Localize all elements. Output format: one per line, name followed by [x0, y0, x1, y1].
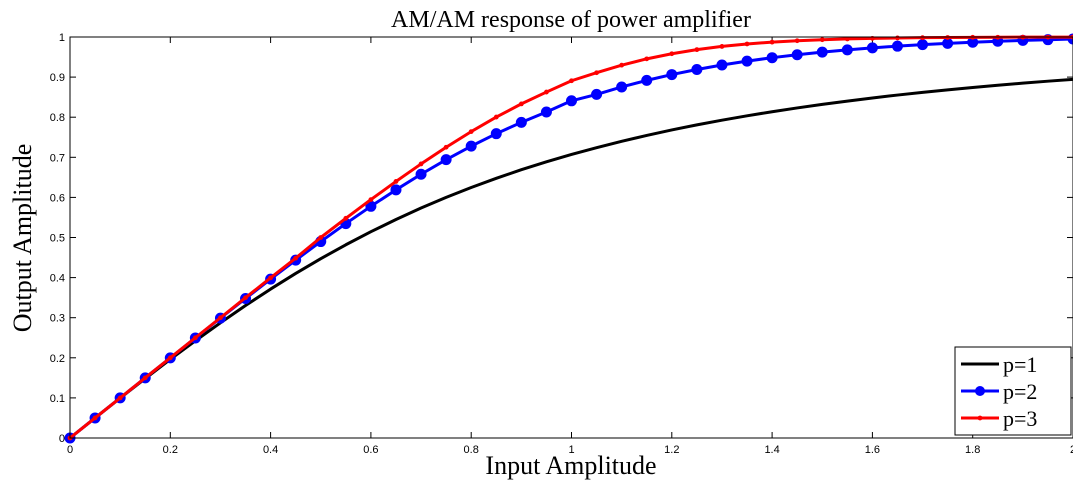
- series-p=1: [69, 77, 1073, 440]
- x-tick-label: 0: [67, 444, 73, 456]
- data-point: [218, 315, 223, 321]
- data-point: [343, 215, 349, 221]
- data-point: [318, 235, 324, 240]
- y-tick-label: 0.9: [50, 72, 65, 84]
- data-point: [368, 197, 374, 203]
- data-point: [293, 255, 299, 261]
- data-point: [895, 35, 900, 41]
- series-line: [69, 77, 1073, 440]
- data-point: [465, 140, 477, 152]
- y-tick-label: 1: [59, 32, 65, 44]
- plot-area: [64, 33, 1073, 444]
- x-tick-label: 0.6: [363, 444, 378, 456]
- data-point: [390, 184, 402, 196]
- data-point: [619, 62, 625, 68]
- legend-label: p=1: [1003, 352, 1037, 377]
- data-point: [518, 101, 524, 107]
- ticks: 0 0.2 0.4 0.6 0.8 1 1.2 1.4 1.6 1.8 2 0 0.1 0.2 0.3 0.4…: [50, 32, 1073, 456]
- data-point: [791, 49, 803, 61]
- data-point: [92, 415, 98, 421]
- legend-entry: p=3: [961, 406, 1037, 431]
- data-point: [468, 129, 474, 134]
- data-point: [490, 128, 502, 140]
- x-tick-label: 1.4: [764, 444, 779, 456]
- series-p=3: [67, 34, 1073, 441]
- x-tick-label: 0.2: [163, 444, 178, 456]
- y-axis-label: Output Amplitude: [8, 144, 37, 333]
- x-tick-label: 1.6: [865, 444, 880, 456]
- data-point: [891, 40, 903, 52]
- legend: p=1p=2p=3: [954, 346, 1072, 436]
- y-tick-label: 0: [59, 433, 65, 445]
- chart-title: AM/AM response of power amplifier: [391, 7, 751, 33]
- legend-label: p=3: [1003, 406, 1037, 431]
- data-point: [415, 168, 427, 180]
- data-point: [920, 35, 925, 41]
- data-point: [866, 42, 878, 54]
- data-point: [393, 179, 399, 184]
- y-tick-label: 0.1: [50, 393, 65, 405]
- data-point: [418, 161, 424, 167]
- data-point: [766, 52, 778, 64]
- data-point: [769, 39, 775, 45]
- legend-marker: [975, 386, 985, 396]
- data-point: [616, 81, 628, 93]
- y-tick-label: 0.2: [50, 353, 65, 365]
- data-point: [641, 74, 653, 86]
- data-point: [819, 37, 825, 43]
- data-point: [569, 78, 574, 84]
- data-point: [515, 116, 527, 128]
- data-point: [917, 39, 929, 51]
- data-point: [691, 63, 703, 75]
- legend-marker: [977, 415, 983, 421]
- y-tick-label: 0.7: [50, 152, 65, 164]
- data-point: [117, 395, 123, 401]
- data-point: [440, 154, 452, 166]
- axes-box: [69, 36, 1073, 439]
- data-point: [268, 275, 273, 281]
- legend-entry: p=1: [961, 352, 1037, 377]
- data-point: [443, 144, 449, 150]
- data-point: [744, 41, 750, 47]
- y-tick-label: 0.3: [50, 313, 65, 325]
- data-point: [142, 375, 148, 381]
- data-point: [816, 46, 828, 58]
- data-point: [716, 59, 728, 71]
- x-tick-label: 1.8: [965, 444, 980, 456]
- data-point: [694, 47, 700, 53]
- series-p=2: [64, 33, 1073, 444]
- y-tick-label: 0.6: [50, 192, 65, 204]
- x-tick-label: 1: [568, 444, 574, 456]
- x-tick-label: 2: [1070, 444, 1073, 456]
- data-point: [591, 88, 603, 100]
- x-tick-label: 1.2: [664, 444, 679, 456]
- data-point: [741, 55, 753, 67]
- x-tick-label: 0.4: [263, 444, 278, 456]
- data-point: [841, 44, 853, 56]
- data-point: [167, 355, 173, 361]
- data-point: [844, 36, 850, 42]
- data-point: [192, 335, 198, 341]
- legend-label: p=2: [1003, 379, 1037, 404]
- y-tick-label: 0.4: [50, 273, 65, 285]
- legend-entry: p=2: [961, 379, 1037, 404]
- data-point: [666, 69, 678, 81]
- data-point: [719, 44, 725, 49]
- y-tick-label: 0.8: [50, 112, 65, 124]
- data-point: [540, 106, 552, 118]
- y-tick-label: 0.5: [50, 233, 65, 245]
- x-axis-label: Input Amplitude: [485, 451, 656, 480]
- data-point: [544, 89, 549, 95]
- data-point: [493, 114, 499, 120]
- data-point: [566, 95, 577, 107]
- data-point: [644, 56, 650, 62]
- data-point: [669, 51, 675, 57]
- data-point: [243, 295, 248, 301]
- x-tick-label: 0.8: [464, 444, 479, 456]
- data-point: [794, 38, 800, 44]
- data-point: [594, 70, 599, 76]
